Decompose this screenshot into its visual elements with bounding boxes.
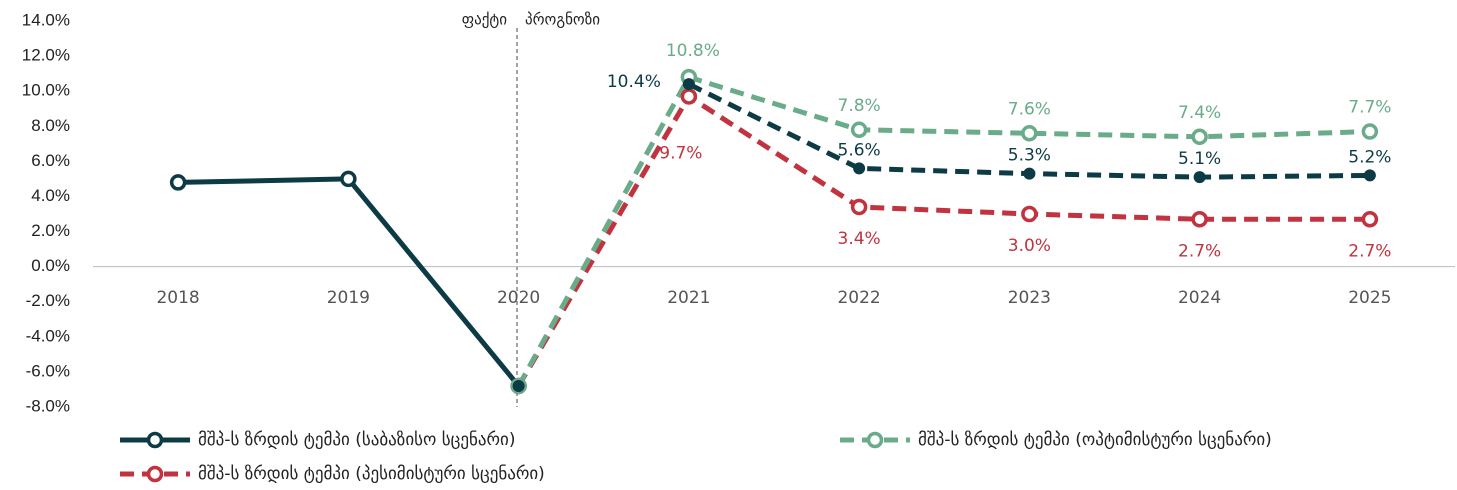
annotation-fact: ფაქტი bbox=[462, 11, 508, 29]
marker bbox=[1193, 171, 1206, 184]
y-tick-label: 10.0% bbox=[22, 81, 70, 100]
x-tick-label: 2018 bbox=[156, 288, 199, 308]
data-label: 5.6% bbox=[838, 140, 881, 160]
y-tick-label: 2.0% bbox=[31, 221, 70, 240]
marker bbox=[512, 379, 525, 392]
marker bbox=[1021, 205, 1038, 223]
x-tick-label: 2024 bbox=[1178, 288, 1221, 308]
legend-marker bbox=[866, 431, 884, 449]
data-label: 7.8% bbox=[838, 96, 881, 116]
marker bbox=[1191, 211, 1208, 228]
marker bbox=[850, 198, 868, 216]
marker bbox=[1023, 167, 1036, 180]
line-pessimistic bbox=[516, 93, 1370, 388]
data-label: 5.2% bbox=[1348, 147, 1391, 167]
marker bbox=[169, 174, 187, 191]
y-tick-label: -2.0% bbox=[26, 291, 70, 310]
x-tick-label: 2023 bbox=[1008, 288, 1051, 308]
y-tick-label: 0.0% bbox=[31, 256, 70, 275]
data-label: 2.7% bbox=[1348, 241, 1391, 261]
y-tick-label: 8.0% bbox=[31, 116, 70, 135]
data-label: 9.7% bbox=[659, 143, 702, 163]
marker bbox=[680, 88, 698, 105]
y-tick-label: 12.0% bbox=[22, 46, 70, 65]
annotation-forecast: პროგნოზი bbox=[525, 11, 600, 29]
data-label: 7.6% bbox=[1008, 99, 1051, 119]
line-baseline-actual bbox=[178, 176, 521, 388]
y-tick-label: 4.0% bbox=[31, 186, 70, 205]
marker bbox=[1361, 211, 1379, 228]
y-tick-label: 6.0% bbox=[31, 151, 70, 170]
x-tick-label: 2020 bbox=[497, 288, 540, 308]
y-tick-label: 14.0% bbox=[22, 10, 70, 29]
data-label: 7.4% bbox=[1178, 103, 1221, 123]
data-label: 7.7% bbox=[1348, 98, 1391, 118]
x-tick-label: 2025 bbox=[1348, 288, 1391, 308]
data-label: 3.4% bbox=[838, 229, 881, 249]
data-label: 5.1% bbox=[1178, 149, 1221, 169]
marker bbox=[850, 121, 868, 139]
legend-label: მშპ-ს ზრდის ტემპი (პესიმისტური სცენარი) bbox=[198, 464, 545, 484]
marker bbox=[340, 170, 357, 188]
y-tick-label: -6.0% bbox=[26, 361, 70, 380]
legend-marker bbox=[146, 431, 164, 449]
marker bbox=[1191, 128, 1208, 146]
marker bbox=[853, 162, 866, 175]
legend-marker bbox=[146, 465, 164, 483]
data-label: 10.8% bbox=[666, 41, 720, 61]
marker bbox=[1363, 169, 1376, 182]
data-label: 2.7% bbox=[1178, 241, 1221, 261]
legend-label: მშპ-ს ზრდის ტემპი (საბაზისო სცენარი) bbox=[198, 430, 515, 450]
marker bbox=[682, 78, 695, 91]
marker bbox=[1361, 123, 1379, 140]
line-optimistic bbox=[516, 74, 1370, 388]
legend-label: მშპ-ს ზრდის ტემპი (ოპტიმისტური სცენარი) bbox=[918, 430, 1272, 450]
data-label: 10.4% bbox=[607, 72, 661, 92]
x-tick-label: 2022 bbox=[837, 288, 880, 308]
data-label: 5.3% bbox=[1008, 146, 1051, 166]
x-tick-label: 2019 bbox=[327, 288, 370, 308]
x-tick-label: 2021 bbox=[667, 288, 710, 308]
data-label: 3.0% bbox=[1008, 236, 1051, 256]
marker bbox=[1021, 125, 1038, 142]
y-tick-label: -4.0% bbox=[26, 326, 70, 345]
y-tick-label: -8.0% bbox=[26, 396, 70, 415]
